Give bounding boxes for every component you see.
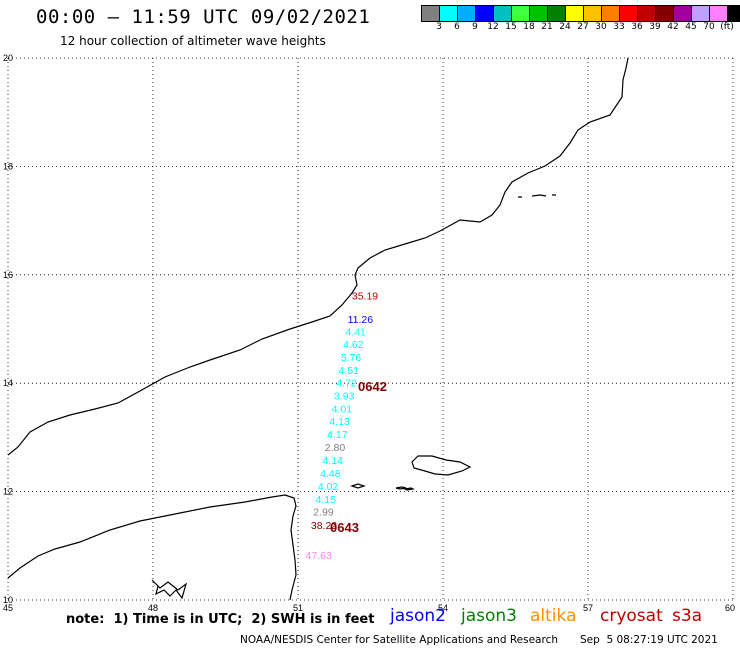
lon-tick-label: 57 <box>583 603 593 613</box>
wave-height-label: 4.72 <box>336 378 357 390</box>
wave-height-label: 3.93 <box>334 391 355 403</box>
legend-swatch <box>422 6 440 21</box>
lon-tick-label: 45 <box>3 603 13 613</box>
altimeter-track: 35.1911.264.414.625.764.514.723.934.014.… <box>306 290 379 562</box>
legend-swatch <box>458 6 476 21</box>
satellite-label-s3a: s3a <box>672 606 703 626</box>
legend-label: 36 <box>631 22 643 32</box>
african-coastline <box>7 57 629 456</box>
pass-times: 0642 0643 <box>330 379 387 535</box>
legend-label: 33 <box>613 22 625 32</box>
legend-swatch <box>512 6 530 21</box>
legend-swatch <box>638 6 656 21</box>
wave-height-label: 4.02 <box>318 481 339 493</box>
arabian-coastline <box>7 494 297 601</box>
wave-height-label: 35.19 <box>352 290 378 302</box>
pass-time-label: 0643 <box>330 520 359 535</box>
inland-coast-fragment <box>151 579 188 600</box>
lat-tick-label: 16 <box>3 270 13 280</box>
page-title: 00:00 – 11:59 UTC 09/02/2021 <box>36 6 371 28</box>
legend-label: 27 <box>577 22 589 32</box>
socotra-island <box>411 455 472 476</box>
legend-label: 12 <box>487 22 499 32</box>
satellite-label-jason2: jason2 <box>390 606 446 626</box>
legend-swatch <box>548 6 566 21</box>
wave-height-label: 4.41 <box>345 327 366 339</box>
wave-height-label: 4.14 <box>322 455 343 467</box>
axis-labels: 45 48 51 54 57 60 10 12 14 16 18 20 <box>3 53 735 613</box>
wave-height-label: 38.22 <box>311 520 337 532</box>
legend-label: (ft) <box>720 22 734 32</box>
footer-timestamp: Sep 5 08:27:19 UTC 2021 <box>580 634 718 646</box>
pass-time-label: 0642 <box>358 379 387 394</box>
satellite-label-cryosat: cryosat <box>600 606 663 626</box>
legend-label: 3 <box>436 22 442 32</box>
legend-label: 6 <box>454 22 460 32</box>
legend-swatch <box>476 6 494 21</box>
legend-swatch <box>692 6 710 21</box>
wave-height-label: 4.17 <box>327 429 348 441</box>
legend-swatch <box>620 6 638 21</box>
samha-island <box>350 483 366 489</box>
coastline <box>7 57 629 601</box>
legend-label: 39 <box>649 22 661 32</box>
legend-swatch <box>494 6 512 21</box>
wave-height-label: 5.76 <box>341 352 362 364</box>
legend-label: 15 <box>505 22 517 32</box>
darsa-island <box>395 486 407 490</box>
satellite-label-jason3: jason3 <box>461 606 517 626</box>
lat-tick-label: 18 <box>3 161 13 171</box>
wave-height-label: 4.62 <box>343 339 364 351</box>
lon-tick-label: 60 <box>725 603 735 613</box>
lon-tick-label: 51 <box>293 603 303 613</box>
lat-tick-label: 14 <box>3 378 13 388</box>
lat-tick-label: 20 <box>3 53 13 63</box>
wave-height-label: 2.99 <box>313 507 334 519</box>
legend-label: 70 <box>703 22 715 32</box>
legend-swatch <box>710 6 728 21</box>
wave-height-label: 4.13 <box>329 416 350 428</box>
wave-height-label: 4.15 <box>316 494 337 506</box>
lon-tick-label: 54 <box>438 603 448 613</box>
lat-tick-label: 12 <box>3 487 13 497</box>
legend-swatch <box>602 6 620 21</box>
wave-height-label: 4.48 <box>320 468 341 480</box>
legend-label: 42 <box>667 22 679 32</box>
kal-farun-island <box>403 487 415 491</box>
legend-label: 30 <box>595 22 607 32</box>
footer-note: note: 1) Time is in UTC; 2) SWH is in fe… <box>66 612 375 627</box>
legend-label: 24 <box>559 22 571 32</box>
lat-tick-label: 10 <box>3 595 13 605</box>
legend-swatch <box>584 6 602 21</box>
footer-credit: NOAA/NESDIS Center for Satellite Applica… <box>240 634 558 646</box>
map-grid <box>7 57 734 601</box>
north-islets <box>518 194 556 198</box>
legend-swatch <box>566 6 584 21</box>
legend-swatch <box>728 6 740 21</box>
wave-height-label: 2.80 <box>325 442 346 454</box>
legend-label: 18 <box>523 22 535 32</box>
legend-swatch <box>656 6 674 21</box>
legend-label: 9 <box>472 22 478 32</box>
legend-swatch <box>440 6 458 21</box>
color-legend <box>421 5 740 22</box>
legend-swatch <box>530 6 548 21</box>
lon-tick-label: 48 <box>148 603 158 613</box>
legend-label: 21 <box>541 22 553 32</box>
legend-label: 45 <box>685 22 697 32</box>
satellite-label-altika: altika <box>530 606 577 626</box>
legend-swatch <box>674 6 692 21</box>
wave-height-label: 4.01 <box>332 404 353 416</box>
wave-height-label: 11.26 <box>348 314 374 326</box>
page-subtitle: 12 hour collection of altimeter wave hei… <box>60 34 326 48</box>
wave-height-label: 47.63 <box>306 550 332 562</box>
wave-height-label: 4.51 <box>339 365 360 377</box>
